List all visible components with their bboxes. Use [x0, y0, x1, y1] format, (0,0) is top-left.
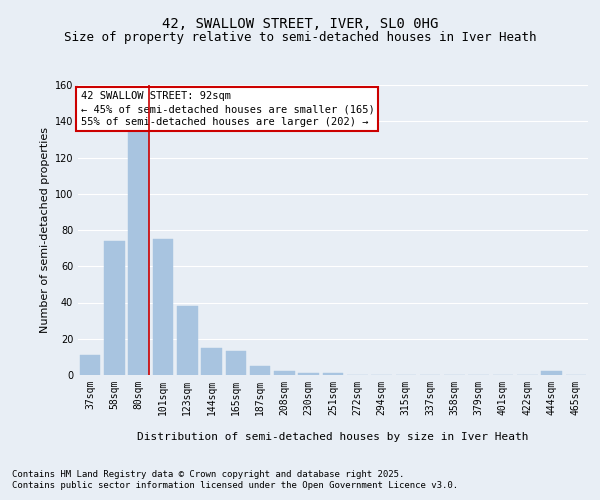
Bar: [274, 372, 295, 375]
Bar: [177, 306, 197, 375]
Bar: [298, 373, 319, 375]
Bar: [152, 239, 173, 375]
Text: Size of property relative to semi-detached houses in Iver Heath: Size of property relative to semi-detach…: [64, 31, 536, 44]
Text: Contains HM Land Registry data © Crown copyright and database right 2025.: Contains HM Land Registry data © Crown c…: [12, 470, 404, 479]
Bar: [80, 355, 100, 375]
Text: 42 SWALLOW STREET: 92sqm
← 45% of semi-detached houses are smaller (165)
55% of : 42 SWALLOW STREET: 92sqm ← 45% of semi-d…: [80, 91, 374, 127]
Text: 42, SWALLOW STREET, IVER, SL0 0HG: 42, SWALLOW STREET, IVER, SL0 0HG: [162, 18, 438, 32]
Y-axis label: Number of semi-detached properties: Number of semi-detached properties: [40, 127, 50, 333]
Bar: [323, 373, 343, 375]
Bar: [128, 132, 149, 375]
Bar: [201, 348, 222, 375]
Bar: [250, 366, 271, 375]
Text: Contains public sector information licensed under the Open Government Licence v3: Contains public sector information licen…: [12, 481, 458, 490]
Bar: [226, 352, 246, 375]
Bar: [541, 372, 562, 375]
Bar: [104, 241, 125, 375]
Text: Distribution of semi-detached houses by size in Iver Heath: Distribution of semi-detached houses by …: [137, 432, 529, 442]
